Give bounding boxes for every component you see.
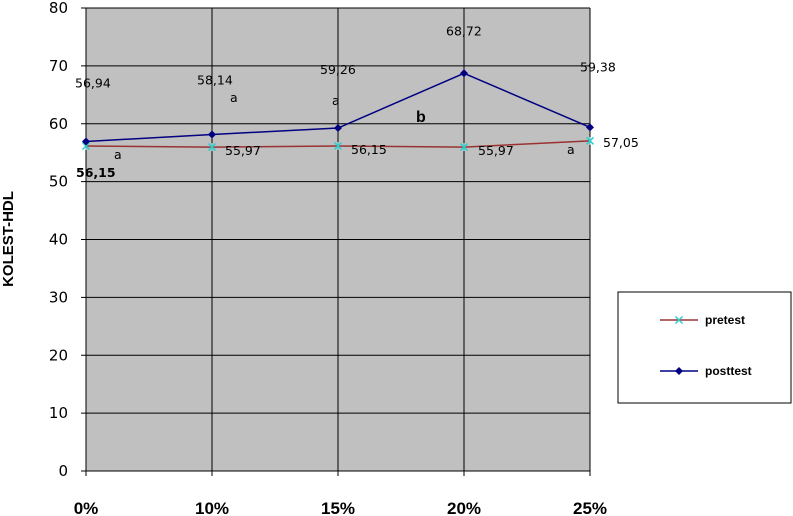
x-tick-label: 20% [447,499,481,516]
significance-letter: a [114,147,122,162]
data-labels: 56,15 55,97 56,15 55,97 57,05 56,94 58,14 59,26… [75,23,639,180]
pretest-data-label: 57,05 [603,135,639,150]
y-tick-label: 70 [49,57,68,75]
y-tick-label: 0 [58,462,68,480]
pretest-data-label: 55,97 [225,143,261,158]
legend-marker [674,315,684,325]
y-axis-label: KOLEST-HDL [0,191,17,287]
x-tick-label: 15% [321,499,355,516]
y-tick-label: 20 [49,346,68,364]
posttest-data-label: 58,14 [197,73,233,88]
pretest-point [207,143,217,152]
posttest-data-label: 68,72 [446,23,482,38]
y-tick-label: 40 [49,231,68,249]
posttest-data-label: 59,38 [580,59,616,74]
posttest-point [460,69,468,78]
legend-item-pretest: pretest [660,313,745,327]
y-tick-label: 10 [49,404,68,422]
pretest-point [333,142,343,151]
legend-item-posttest: posttest [660,364,752,378]
posttest-point [586,123,594,132]
annotations: a a a b a [114,90,575,162]
series-posttest [82,69,594,146]
posttest-data-label: 56,94 [75,75,111,90]
x-tick-label: 25% [573,499,607,516]
pretest-point [459,143,469,152]
legend-label: pretest [705,313,745,327]
significance-letter: a [332,93,340,108]
gridlines [81,7,591,476]
posttest-point [334,124,342,133]
significance-letter: b [416,109,426,126]
y-tick-label: 50 [49,173,68,191]
legend-marker [675,367,683,375]
significance-letter: a [567,142,575,157]
y-tick-label: 80 [49,0,68,17]
posttest-point [208,130,216,139]
legend: pretest posttest [617,291,792,404]
pretest-data-label: 55,97 [478,143,514,158]
posttest-point [82,137,90,146]
posttest-data-label: 59,26 [320,62,356,77]
x-tick-labels: 0% 10% 15% 20% 25% [74,499,607,516]
pretest-point [585,136,595,145]
series-pretest [81,136,595,152]
legend-label: posttest [705,364,752,378]
y-tick-label: 60 [49,115,68,133]
pretest-data-label: 56,15 [76,165,116,180]
x-tick-label: 0% [74,499,99,516]
y-tick-labels: 0 10 20 30 40 50 60 70 80 [49,0,68,480]
series-layer [81,69,595,152]
x-tick-label: 10% [195,499,229,516]
y-tick-label: 30 [49,288,68,306]
legend-box [617,291,792,404]
significance-letter: a [230,90,238,105]
pretest-data-label: 56,15 [351,142,387,157]
